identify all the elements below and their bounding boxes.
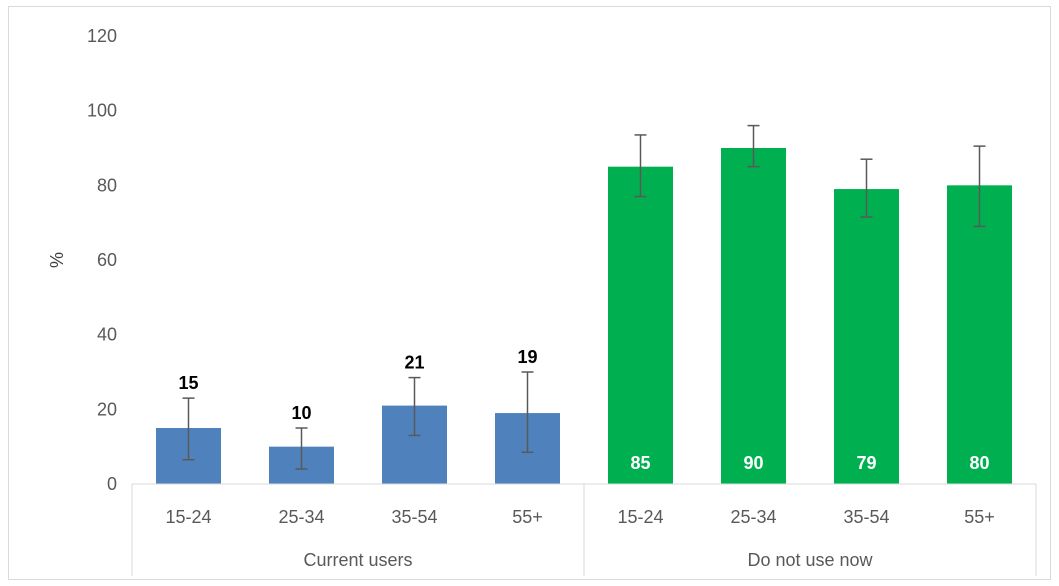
group-label: Do not use now (747, 550, 873, 570)
data-label: 79 (856, 453, 876, 473)
data-label: 15 (178, 373, 198, 393)
data-label: 90 (743, 453, 763, 473)
bar (834, 189, 899, 485)
y-tick-label: 100 (87, 101, 117, 121)
data-label: 85 (630, 453, 650, 473)
data-label: 80 (969, 453, 989, 473)
group-label: Current users (303, 550, 412, 570)
x-tick-label: 55+ (512, 507, 543, 527)
y-tick-label: 60 (97, 250, 117, 270)
x-tick-label: 55+ (964, 507, 995, 527)
y-axis-ticks: 0 20 40 60 80 100 120 (87, 26, 117, 494)
y-tick-label: 120 (87, 26, 117, 46)
x-tick-label: 35-54 (843, 507, 889, 527)
data-label: 21 (404, 353, 424, 373)
bars (156, 148, 1012, 485)
x-tick-label: 15-24 (165, 507, 211, 527)
x-tick-label: 25-34 (730, 507, 776, 527)
y-tick-label: 80 (97, 175, 117, 195)
y-tick-label: 40 (97, 325, 117, 345)
x-axis: 15-24 25-34 35-54 55+ Current users 15-24 25-3… (131, 483, 1037, 576)
x-tick-label: 15-24 (617, 507, 663, 527)
chart-frame (8, 6, 1051, 580)
data-labels: 15 10 21 19 85 90 79 80 (178, 347, 989, 473)
x-tick-label: 25-34 (278, 507, 324, 527)
data-label: 10 (291, 403, 311, 423)
y-axis-title: % (47, 252, 67, 268)
y-tick-label: 0 (107, 474, 117, 494)
x-tick-label: 35-54 (391, 507, 437, 527)
y-tick-label: 20 (97, 399, 117, 419)
bar (947, 185, 1012, 485)
error-bars (182, 124, 986, 470)
bar (721, 148, 786, 484)
data-label: 19 (517, 347, 537, 367)
bar (608, 166, 673, 484)
